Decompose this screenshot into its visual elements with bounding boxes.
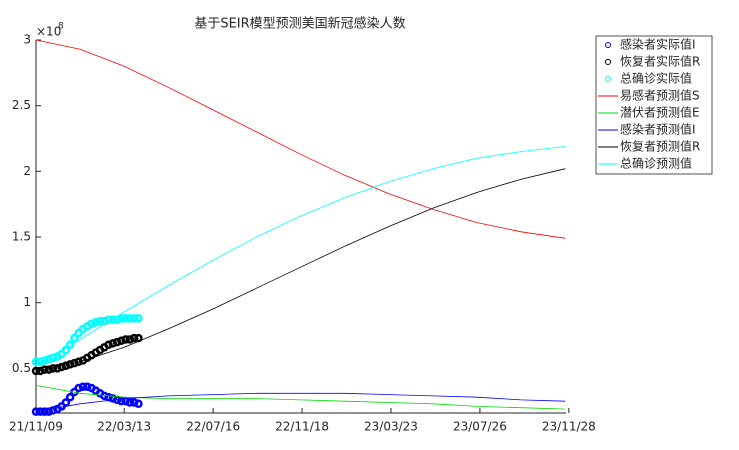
legend-label: 易感者预测值S — [620, 88, 700, 103]
legend-marker — [605, 59, 611, 65]
y-tick-label: 1 — [23, 295, 31, 309]
y-tick-label: 1.5 — [12, 230, 31, 244]
data-point — [112, 337, 122, 347]
data-point — [117, 336, 126, 346]
data-point — [40, 407, 49, 416]
legend-label: 感染者预测值I — [620, 122, 696, 137]
data-point — [82, 382, 92, 391]
legend-label: 恢复者预测值R — [620, 139, 700, 154]
y-tick-label: 2.5 — [12, 98, 31, 112]
data-point — [129, 314, 139, 323]
data-point — [40, 356, 49, 365]
x-tick-label: 23/03/23 — [364, 420, 418, 434]
data-point — [125, 335, 135, 344]
series-line — [35, 385, 566, 410]
data-point — [48, 353, 58, 363]
chart-title: 基于SEIR模型预测美国新冠感染人数 — [194, 16, 405, 32]
data-point — [31, 357, 41, 367]
data-point — [129, 398, 139, 407]
series-line — [35, 39, 566, 239]
legend-label: 恢复者实际值R — [620, 54, 700, 69]
x-tick-label: 21/11/09 — [9, 420, 63, 434]
data-point — [44, 354, 54, 364]
data-point — [125, 314, 135, 323]
data-point — [74, 357, 83, 367]
y-tick-label: 2 — [23, 164, 31, 178]
x-tick-label: 22/03/13 — [97, 420, 151, 434]
x-tick-label: 23/11/28 — [542, 420, 596, 434]
data-point — [134, 314, 143, 323]
legend-label: 潜伏者预测值E — [620, 105, 700, 120]
data-point — [125, 398, 135, 407]
series-line — [35, 392, 566, 413]
data-point — [78, 382, 88, 391]
legend-label: 总确诊实际值 — [620, 71, 692, 86]
data-point — [70, 333, 79, 343]
data-point — [95, 316, 105, 326]
x-tick-label: 23/07/26 — [453, 420, 507, 434]
data-point — [91, 318, 101, 327]
legend-box — [595, 35, 713, 175]
series-line — [35, 146, 566, 367]
y-multiplier: ×10 — [36, 25, 61, 39]
x-tick-label: 22/07/16 — [186, 420, 240, 434]
data-point — [48, 406, 58, 415]
data-point — [31, 366, 41, 376]
y-tick-label: 0.5 — [12, 361, 31, 375]
data-point — [87, 319, 96, 328]
series-line — [35, 168, 566, 372]
data-point — [134, 399, 143, 409]
data-point — [108, 339, 118, 348]
legend-label: 总确诊预测值 — [620, 156, 692, 171]
data-point — [104, 340, 113, 349]
data-point — [108, 315, 118, 324]
legend-marker — [605, 76, 611, 82]
data-point — [129, 333, 139, 343]
data-point — [70, 358, 79, 368]
y-tick-label: 3 — [23, 33, 31, 47]
data-point — [121, 314, 130, 323]
x-tick-label: 22/11/18 — [275, 420, 329, 434]
data-point — [117, 314, 126, 323]
legend-marker — [605, 42, 611, 48]
data-point — [108, 394, 118, 403]
data-point — [61, 398, 71, 407]
data-point — [57, 362, 66, 372]
data-point — [53, 364, 62, 373]
data-point — [65, 392, 75, 402]
y-exponent: 8 — [58, 22, 64, 32]
data-point — [31, 407, 41, 416]
data-point — [117, 396, 126, 406]
legend-label: 感染者实际值I — [620, 37, 696, 52]
data-point — [44, 407, 54, 416]
data-point — [74, 383, 83, 393]
data-point — [65, 340, 75, 349]
data-point — [121, 335, 130, 344]
data-point — [44, 365, 54, 374]
